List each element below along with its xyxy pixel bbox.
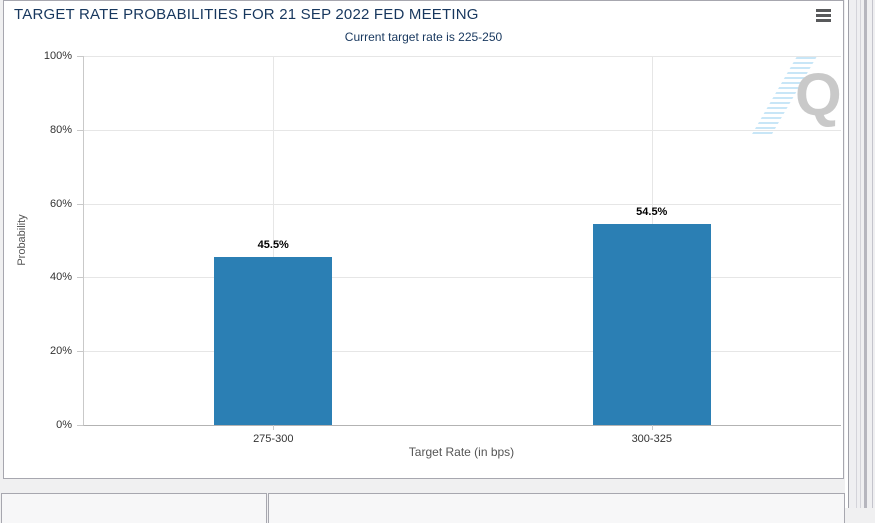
y-gridline xyxy=(84,56,841,57)
y-axis-title: Probability xyxy=(16,214,28,266)
panel-gap xyxy=(845,0,848,508)
y-axis-tick-label: 100% xyxy=(43,50,72,62)
y-gridline xyxy=(84,203,841,205)
export-menu-button[interactable] xyxy=(816,9,832,23)
y-axis-tick xyxy=(77,425,83,426)
y-gridline xyxy=(84,351,841,353)
chart-subtitle: Current target rate is 225-250 xyxy=(344,30,503,44)
x-axis-tick xyxy=(273,425,275,430)
y-axis-tick xyxy=(77,351,83,353)
chart-title: TARGET RATE PROBABILITIES FOR 21 SEP 202… xyxy=(14,6,479,23)
x-axis-category-label: 275-300 xyxy=(253,433,294,445)
bar-value-label: 54.5% xyxy=(636,205,668,218)
bar-value-label: 45.5% xyxy=(257,239,289,252)
quikstrike-watermark: Q xyxy=(795,61,842,128)
plot-area: 0% 20% 40% 60% 80% 100% 45.5% 275-300 54.5% 300-3… xyxy=(44,50,841,445)
x-axis-title: Target Rate (in bps) xyxy=(408,445,515,459)
hamburger-icon xyxy=(816,9,831,12)
y-axis-tick-label: 0% xyxy=(56,419,72,431)
probability-bar[interactable] xyxy=(214,257,333,425)
x-axis-category-label: 300-325 xyxy=(631,433,672,445)
y-axis-tick xyxy=(77,203,83,205)
scrollbar-thumb[interactable] xyxy=(864,0,867,508)
y-axis-tick-label: 40% xyxy=(49,271,72,284)
y-axis-tick xyxy=(77,56,83,57)
y-gridline xyxy=(84,129,841,131)
bottom-left-panel xyxy=(1,493,267,523)
fedwatch-chart-panel: TARGET RATE PROBABILITIES FOR 21 SEP 202… xyxy=(3,0,844,479)
y-axis-tick-label: 20% xyxy=(49,345,72,358)
y-axis-tick xyxy=(77,129,83,131)
x-axis-tick xyxy=(651,425,653,430)
x-gridline xyxy=(273,56,275,425)
bottom-right-panel xyxy=(268,493,845,523)
scrollbar[interactable] xyxy=(848,0,875,508)
probability-bar[interactable] xyxy=(592,223,711,425)
y-axis-tick-label: 60% xyxy=(49,197,72,210)
y-axis-tick-label: 80% xyxy=(49,123,72,136)
y-axis-tick xyxy=(77,277,83,279)
y-gridline xyxy=(84,277,841,279)
